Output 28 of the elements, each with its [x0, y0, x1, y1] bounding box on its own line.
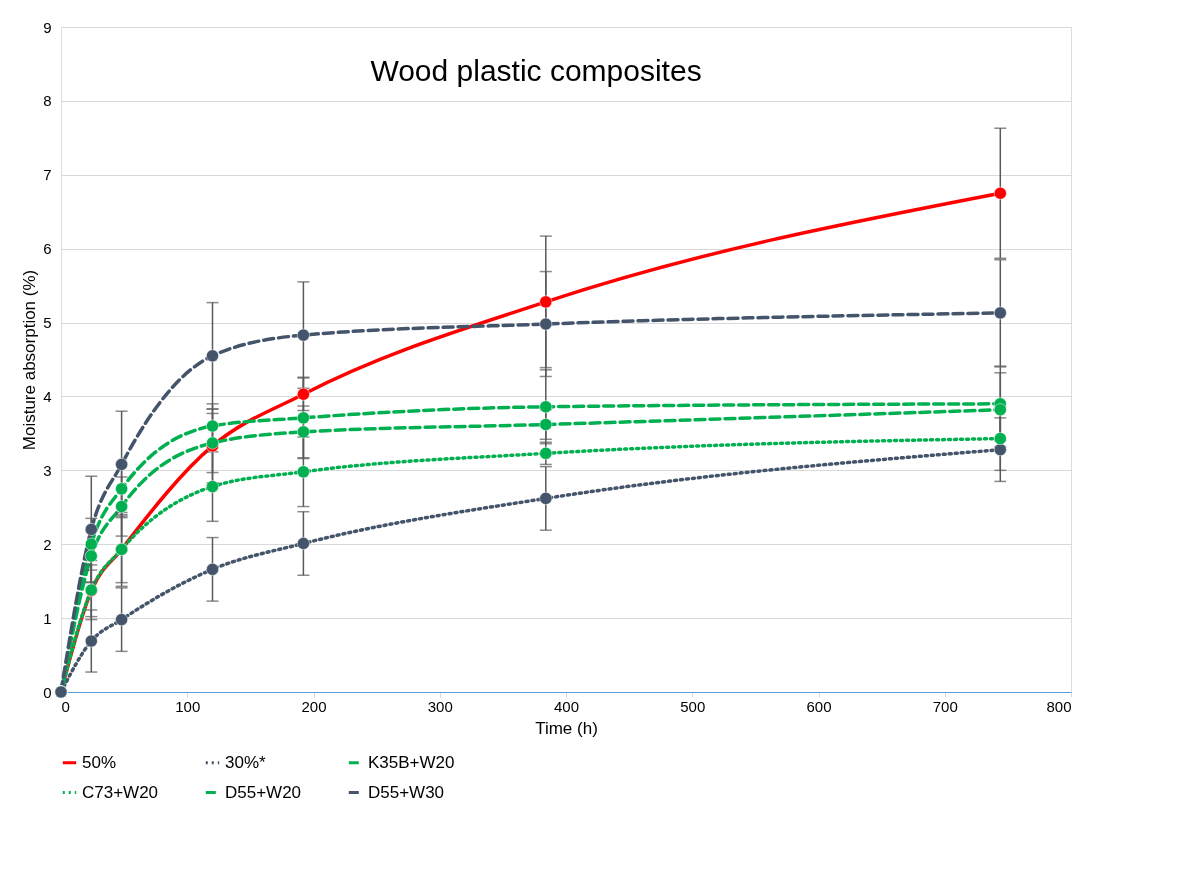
legend-label: C73+W20	[82, 782, 159, 802]
x-tick-label: 500	[680, 697, 706, 715]
legend-label: D55+W20	[225, 782, 302, 802]
y-tick-label: 7	[43, 166, 52, 184]
x-tick-label: 200	[301, 697, 327, 715]
legend-label: K35B+W20	[368, 752, 455, 772]
y-tick-label: 9	[43, 18, 52, 36]
legend-label: D55+W30	[368, 782, 445, 802]
y-tick-label: 2	[43, 535, 52, 553]
y-tick-label: 0	[43, 683, 52, 701]
x-tick-label: 400	[553, 697, 580, 715]
legend-label: 50%	[82, 752, 117, 772]
y-tick-label: 1	[43, 609, 52, 627]
x-tick-label: 800	[1046, 697, 1072, 715]
y-tick-label: 8	[43, 92, 52, 110]
y-axis-title: Moisture absorption (%)	[20, 269, 40, 451]
x-tick-label: 300	[427, 697, 453, 715]
y-tick-label: 3	[43, 461, 52, 479]
x-axis-title: Time (h)	[535, 718, 598, 738]
legend-label: 30%*	[225, 752, 267, 772]
x-tick-label: 600	[806, 697, 832, 715]
x-tick-label: 0	[61, 697, 70, 715]
y-tick-label: 6	[43, 240, 52, 258]
text: Wood plastic composites	[370, 54, 702, 87]
y-tick-label: 5	[43, 314, 52, 332]
x-tick-label: 100	[175, 697, 201, 715]
x-tick-label: 700	[932, 697, 958, 715]
y-tick-label: 4	[43, 387, 52, 405]
